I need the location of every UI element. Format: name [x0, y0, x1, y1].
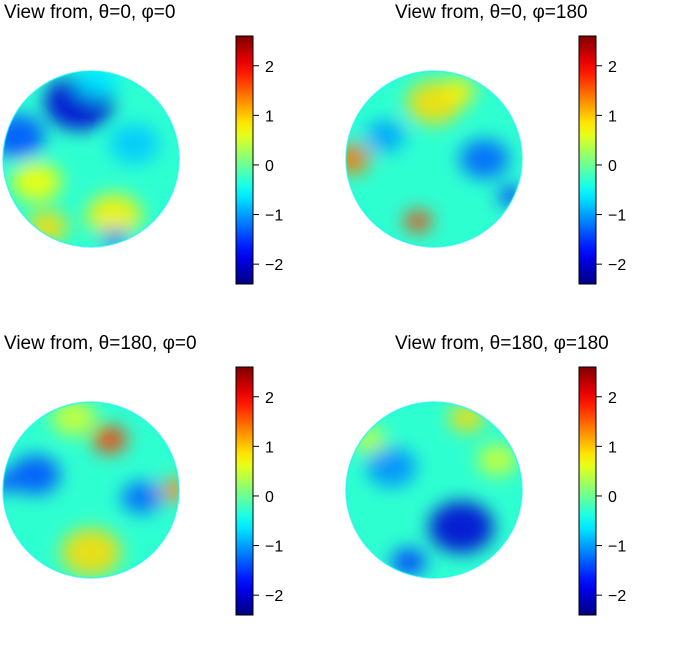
panel-title: View from, θ=0, φ=0: [4, 2, 176, 23]
colorbar-tick-label: −1: [608, 539, 626, 556]
colorbar-tick-label: −2: [265, 257, 283, 274]
sphere-plot: −2 −1 0 1 2: [2, 35, 283, 285]
sphere-field-blob: [51, 402, 97, 436]
sphere-field-blob: [346, 144, 371, 174]
colorbar-tick-label: 0: [265, 489, 274, 506]
panel-title: View from, θ=180, φ=0: [4, 333, 197, 354]
sphere-field-blob: [391, 548, 427, 577]
colorbar-tick-label: 2: [265, 59, 274, 76]
colorbar: [578, 366, 597, 616]
sphere-base-fill: [346, 71, 522, 247]
panel-title: View from, θ=180, φ=180: [395, 333, 609, 354]
sphere-field-blob: [121, 481, 162, 514]
colorbar-tick-label: 1: [608, 439, 617, 456]
sphere-field-blob: [10, 454, 61, 495]
sphere-field-blob: [365, 120, 406, 153]
sphere-surface: [3, 71, 179, 247]
sphere-field-blob: [498, 186, 522, 207]
sphere-rim: [345, 70, 523, 248]
colorbar-tick-label: −2: [265, 588, 283, 605]
colorbar-tick-label: −1: [608, 208, 626, 225]
colorbar-tick-label: 2: [608, 390, 617, 407]
panel-title: View from, θ=0, φ=180: [395, 2, 588, 23]
colorbar-tick-label: 0: [608, 158, 617, 175]
colorbar-tick-label: −2: [608, 257, 626, 274]
sphere-surface: [346, 402, 522, 578]
sphere-rim: [2, 401, 180, 579]
colorbar-tick-label: −1: [265, 539, 283, 556]
colorbar-tick-label: 1: [608, 108, 617, 125]
sphere-surface: [3, 402, 179, 578]
sphere-field-blob: [11, 161, 62, 202]
sphere-field-blob: [92, 425, 128, 454]
colorbar-tick-label: 0: [265, 158, 274, 175]
sphere-rim: [2, 70, 180, 248]
colorbar-tick-label: 0: [608, 489, 617, 506]
sphere-plot: −2 −1 0 1 2: [345, 366, 626, 616]
sphere-field-blob: [74, 71, 120, 98]
sphere-field-blob: [428, 501, 494, 554]
sphere-field-blob: [366, 447, 417, 488]
panel-view-theta180-phi0: View from, θ=180, φ=0 −2 −1 0 1 2: [0, 331, 342, 662]
colorbar-tick-label: 2: [265, 390, 274, 407]
sphere-field-blob: [404, 210, 432, 233]
sphere-field-blob: [86, 193, 142, 238]
sphere-base-fill: [3, 402, 179, 578]
sphere-field-blob: [61, 528, 121, 577]
colorbar-tick-label: −2: [608, 588, 626, 605]
panel-view-theta0-phi180: View from, θ=0, φ=180 −2 −1 0 1 2: [343, 0, 685, 331]
sphere-plot: −2 −1 0 1 2: [345, 35, 626, 285]
colorbar: [235, 366, 254, 616]
sphere-surface: [346, 71, 522, 247]
colorbar-tick-label: 2: [608, 59, 617, 76]
sphere-field-blob: [459, 139, 510, 179]
sphere-plot: −2 −1 0 1 2: [2, 366, 283, 616]
sphere-field-blob: [161, 478, 179, 502]
colorbar-tick-label: −1: [265, 208, 283, 225]
sphere-field-blob: [440, 77, 476, 106]
colorbar: [578, 35, 597, 285]
sphere-field-blob: [109, 123, 160, 164]
panel-view-theta180-phi180: View from, θ=180, φ=180 −2 −1 0 1 2: [343, 331, 685, 662]
sphere-field-blob: [3, 472, 18, 493]
sphere-field-blob: [477, 443, 518, 476]
sphere-rim: [345, 401, 523, 579]
colorbar-tick-label: 1: [265, 439, 274, 456]
colorbar: [235, 35, 254, 285]
colorbar-tick-label: 1: [265, 108, 274, 125]
panel-view-theta0-phi0: View from, θ=0, φ=0 −2 −1 0 1 2: [0, 0, 342, 331]
